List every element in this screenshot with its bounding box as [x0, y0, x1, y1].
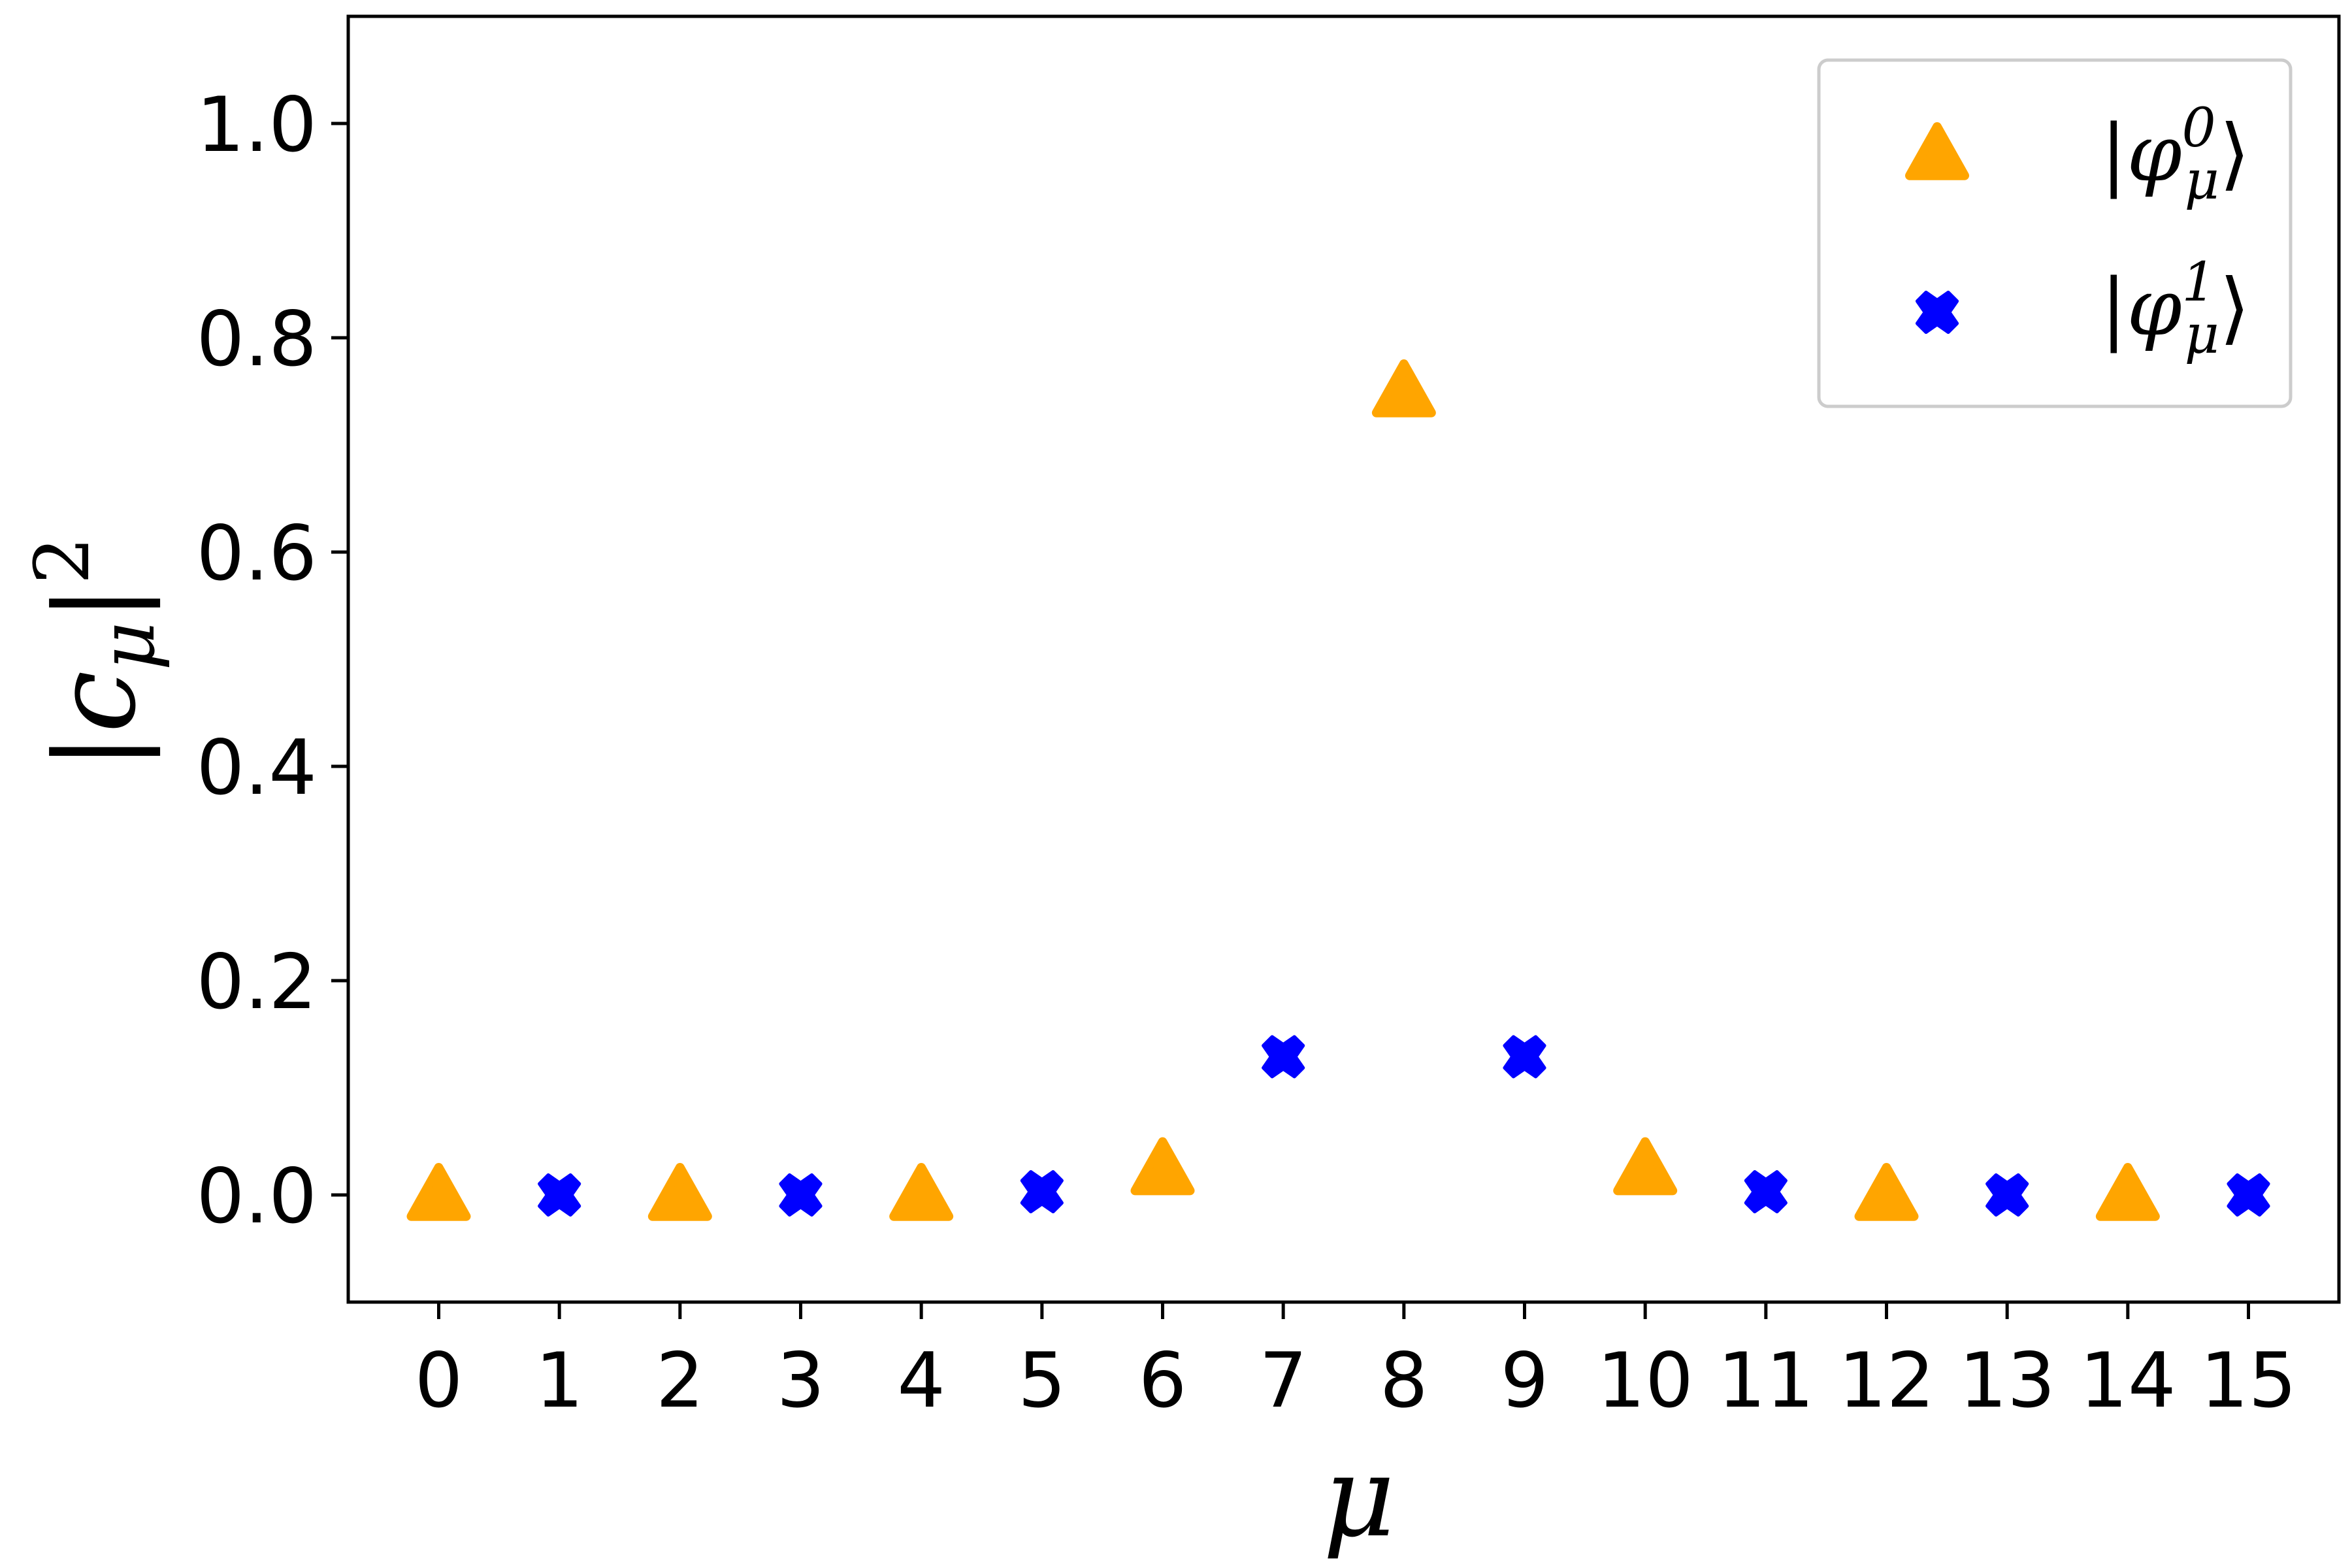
- x-tick-label: 1: [535, 1337, 583, 1425]
- data-point-series-0: [1854, 1163, 1919, 1221]
- legend-phi1-sub: μ: [2185, 304, 2219, 366]
- y-axis-label-subscript: μ: [84, 622, 172, 671]
- legend-phi1-phi: φ: [2127, 263, 2181, 353]
- x-tick-label: 11: [1718, 1337, 1814, 1425]
- legend-phi0-close: ⟩: [2219, 108, 2250, 199]
- data-point-series-1: [1744, 1170, 1788, 1214]
- data-point-series-1: [1262, 1035, 1305, 1079]
- data-point-series-0: [889, 1163, 954, 1221]
- legend-phi0-sub: μ: [2185, 150, 2219, 212]
- x-tick-label: 15: [2200, 1337, 2297, 1425]
- data-point-series-0: [647, 1163, 712, 1221]
- x-tick-label: 6: [1139, 1337, 1187, 1425]
- data-point-series-1: [1503, 1035, 1546, 1079]
- data-point-series-1: [538, 1173, 581, 1217]
- data-point-series-0: [1371, 359, 1436, 417]
- legend-phi1-sup: 1: [2181, 252, 2215, 314]
- legend-phi0-open: |: [2100, 108, 2127, 199]
- x-tick-label: 5: [1018, 1337, 1066, 1425]
- legend-marker-phi0: [1905, 122, 1969, 180]
- legend-phi0-sup: 0: [2181, 97, 2215, 159]
- legend-label-phi1: |φ1 μ⟩: [2100, 252, 2250, 366]
- data-point-series-0: [2095, 1163, 2160, 1221]
- legend-phi1-close: ⟩: [2219, 263, 2250, 353]
- y-axis-label-bar-left: |: [31, 733, 161, 770]
- y-tick-label: 0.2: [197, 938, 317, 1026]
- data-point-series-0: [406, 1163, 471, 1221]
- data-point-series-0: [1613, 1137, 1678, 1196]
- x-tick-label: 3: [777, 1337, 825, 1425]
- y-axis-ticks: 0.0 0.2 0.4 0.6 0.8 1.0: [197, 81, 348, 1241]
- x-tick-label: 7: [1259, 1337, 1307, 1425]
- data-point-series-1: [1020, 1170, 1064, 1214]
- data-markers: [406, 359, 2270, 1221]
- data-point-series-1: [1985, 1173, 2029, 1217]
- data-point-series-0: [1130, 1137, 1195, 1196]
- legend-marker-phi1: [1916, 291, 1959, 334]
- y-axis-label-c: c: [31, 670, 161, 732]
- x-tick-label: 14: [2080, 1337, 2176, 1425]
- x-axis-label: μ: [1323, 1433, 1395, 1562]
- legend-label-phi0: |φ0 μ⟩: [2100, 97, 2250, 212]
- x-tick-label: 12: [1838, 1337, 1935, 1425]
- y-tick-label: 0.4: [197, 724, 317, 812]
- y-tick-label: 0.0: [197, 1152, 317, 1241]
- x-tick-label: 13: [1959, 1337, 2055, 1425]
- x-tick-label: 0: [415, 1337, 463, 1425]
- y-axis-label: |cμ|2: [19, 536, 172, 770]
- x-tick-label: 4: [897, 1337, 945, 1425]
- data-point-series-1: [2227, 1173, 2270, 1217]
- y-tick-label: 0.6: [197, 510, 317, 598]
- x-tick-label: 10: [1597, 1337, 1693, 1425]
- x-tick-label: 8: [1380, 1337, 1428, 1425]
- y-axis-label-superscript: 2: [19, 536, 106, 584]
- plot-frame: [346, 14, 2341, 1304]
- legend-phi1-open: |: [2100, 263, 2127, 353]
- y-axis-label-bar-right: |: [31, 584, 161, 621]
- y-tick-label: 0.8: [197, 295, 317, 384]
- data-point-series-1: [779, 1173, 823, 1217]
- legend-x-marker: [1916, 291, 1959, 334]
- y-tick-label: 1.0: [197, 81, 317, 169]
- x-tick-label: 2: [656, 1337, 704, 1425]
- legend: |φ0 μ⟩ |φ1 μ⟩: [1817, 58, 2293, 408]
- x-tick-label: 9: [1501, 1337, 1549, 1425]
- legend-phi0-phi: φ: [2127, 108, 2181, 199]
- x-axis-ticks: 0 1 2 3 4 5 6 7 8 9 10 11 12 13 14 15: [415, 1302, 2297, 1425]
- legend-triangle-marker: [1905, 122, 1969, 180]
